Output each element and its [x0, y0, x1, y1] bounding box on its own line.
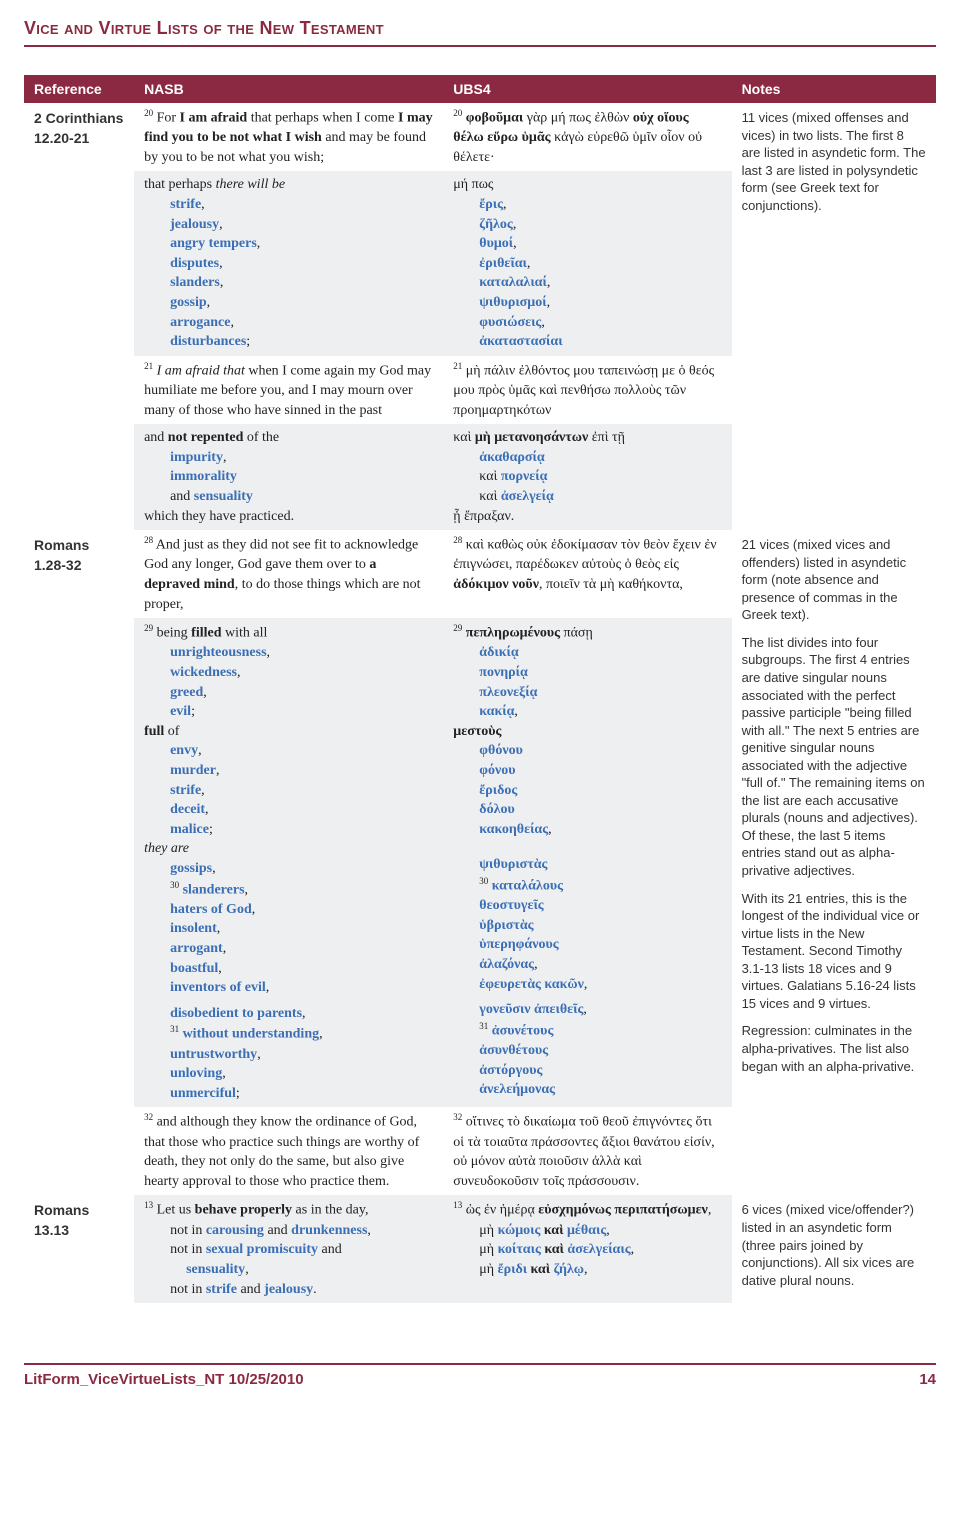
ubs4-cell: 20 φοβοῦμαι γὰρ μή πως ἐλθὼν οὐχ οἵους θ…	[443, 103, 731, 171]
vice-virtue-table: Reference NASB UBS4 Notes 2 Corinthians …	[24, 75, 936, 1303]
ubs4-cell: μή πωςἔρις,ζῆλος,θυμοί,ἐριθεῖαι,καταλαλι…	[443, 171, 731, 355]
reference-cell: Romans 1.28-32	[24, 530, 134, 1195]
col-ubs4: UBS4	[443, 75, 731, 103]
page-title: Vice and Virtue Lists of the New Testame…	[24, 18, 936, 47]
table-row: Romans 1.28-3228 And just as they did no…	[24, 530, 936, 618]
table-row: Romans 13.1313 Let us behave properly as…	[24, 1195, 936, 1303]
col-reference: Reference	[24, 75, 134, 103]
nasb-cell: 20 For I am afraid that perhaps when I c…	[134, 103, 443, 171]
table-row: 2 Corinthians 12.20-2120 For I am afraid…	[24, 103, 936, 171]
col-notes: Notes	[732, 75, 936, 103]
footer-right: 14	[919, 1371, 936, 1388]
ubs4-cell: 13 ὡς ἐν ἡμέρᾳ εὐσχημόνως περιπατήσωμεν,…	[443, 1195, 731, 1303]
notes-cell: 11 vices (mixed offenses and vices) in t…	[732, 103, 936, 530]
notes-cell: 6 vices (mixed vice/offender?) listed in…	[732, 1195, 936, 1303]
reference-cell: Romans 13.13	[24, 1195, 134, 1303]
page-footer: LitForm_ViceVirtueLists_NT 10/25/2010 14	[24, 1363, 936, 1388]
ubs4-cell: 29 πεπληρωμένους πάσῃἀδικίᾳπονηρίᾳπλεονε…	[443, 618, 731, 1107]
nasb-cell: 21 I am afraid that when I come again my…	[134, 356, 443, 424]
nasb-cell: 13 Let us behave properly as in the day,…	[134, 1195, 443, 1303]
footer-left: LitForm_ViceVirtueLists_NT 10/25/2010	[24, 1371, 304, 1388]
ubs4-cell: καὶ μὴ μετανοησάντων ἐπὶ τῇἀκαθαρσίᾳκαὶ …	[443, 424, 731, 530]
ubs4-cell: 21 μὴ πάλιν ἐλθόντος μου ταπεινώσῃ με ὁ …	[443, 356, 731, 424]
nasb-cell: and not repented of theimpurity,immorali…	[134, 424, 443, 530]
nasb-cell: 28 And just as they did not see fit to a…	[134, 530, 443, 618]
ubs4-cell: 32 οἵτινες τὸ δικαίωμα τοῦ θεοῦ ἐπιγνόντ…	[443, 1107, 731, 1195]
reference-cell: 2 Corinthians 12.20-21	[24, 103, 134, 530]
nasb-cell: 32 and although they know the ordinance …	[134, 1107, 443, 1195]
nasb-cell: 29 being filled with allunrighteousness,…	[134, 618, 443, 1107]
col-nasb: NASB	[134, 75, 443, 103]
notes-cell: 21 vices (mixed vices and offenders) lis…	[732, 530, 936, 1195]
nasb-cell: that perhaps there will bestrife,jealous…	[134, 171, 443, 355]
ubs4-cell: 28 καὶ καθὼς οὐκ ἐδοκίμασαν τὸν θεὸν ἔχε…	[443, 530, 731, 618]
